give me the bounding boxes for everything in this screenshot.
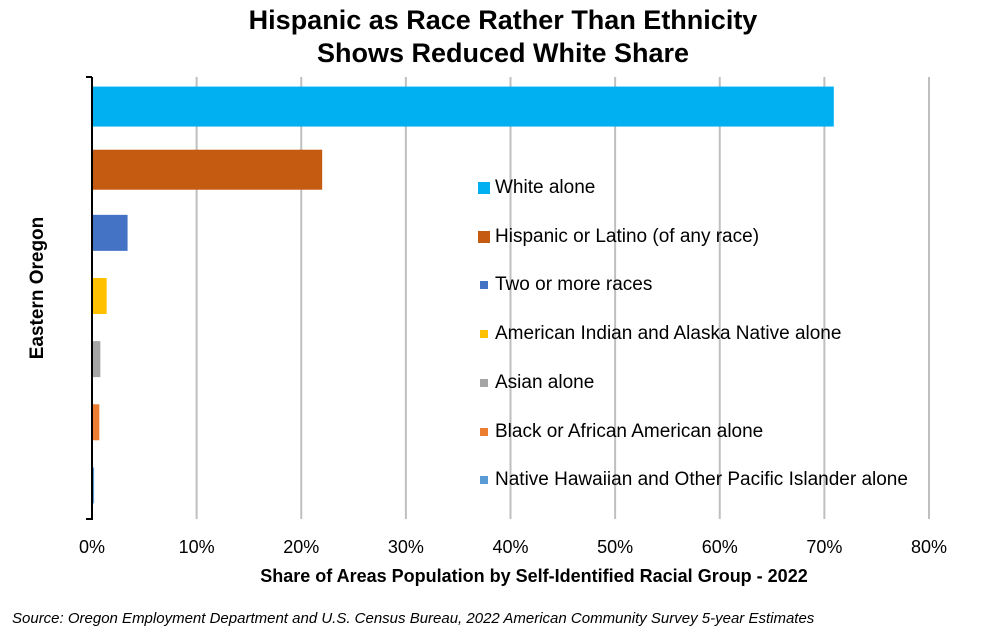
legend-label: Black or African American alone xyxy=(495,420,764,442)
bar-black-or-african-american-alone xyxy=(92,404,100,441)
legend-marker-icon xyxy=(478,230,490,243)
chart-title-line-2: Shows Reduced White Share xyxy=(316,38,690,68)
bar-white-alone xyxy=(92,86,834,127)
bar-two-or-more-races xyxy=(92,214,128,251)
bar-hispanic-or-latino-of-any-race xyxy=(92,149,323,190)
x-axis-label: Share of Areas Population by Self-Identi… xyxy=(260,566,808,586)
source-note: Source: Oregon Employment Department and… xyxy=(12,610,815,627)
x-tick-label: 50% xyxy=(597,537,633,557)
bar-native-hawaiian-and-other-pacific-islander-alone xyxy=(92,467,95,504)
legend-item: Native Hawaiian and Other Pacific Island… xyxy=(476,468,908,492)
legend-label: Asian alone xyxy=(495,371,595,393)
chart-title: Hispanic as Race Rather Than Ethnicity S… xyxy=(0,4,1000,70)
x-tick-label: 0% xyxy=(79,537,105,557)
legend-item: Two or more races xyxy=(476,273,652,297)
bar-american-indian-and-alaska-native-alone xyxy=(92,278,107,314)
gridlines xyxy=(195,77,930,519)
legend-item: Asian alone xyxy=(476,371,594,395)
legend-item: Hispanic or Latino (of any race) xyxy=(476,225,759,249)
legend-marker-icon xyxy=(478,182,490,194)
legend-label: Two or more races xyxy=(495,274,653,296)
legend-label: Hispanic or Latino (of any race) xyxy=(495,225,760,247)
x-tick-label: 70% xyxy=(806,537,842,557)
bars xyxy=(92,86,834,504)
legend-item: White alone xyxy=(476,176,595,200)
legend-label: Native Hawaiian and Other Pacific Island… xyxy=(495,469,908,491)
x-tick-label: 40% xyxy=(492,537,528,557)
legend-label: American Indian and Alaska Native alone xyxy=(495,323,842,345)
legend-item: American Indian and Alaska Native alone xyxy=(476,322,841,346)
x-tick-label: 80% xyxy=(911,537,947,557)
legend-item: Black or African American alone xyxy=(476,420,763,444)
x-tick-label: 30% xyxy=(388,537,424,557)
legend-marker-icon xyxy=(480,330,488,339)
legend-marker-icon xyxy=(480,281,488,290)
chart-title-line-1: Hispanic as Race Rather Than Ethnicity xyxy=(248,5,758,35)
x-tick-label: 60% xyxy=(702,537,738,557)
y-axis xyxy=(86,76,93,520)
x-tick-label: 20% xyxy=(283,537,319,557)
legend-marker-icon xyxy=(480,476,488,485)
bar-asian-alone xyxy=(92,341,101,378)
legend-label: White alone xyxy=(495,177,596,198)
legend-marker-icon xyxy=(480,378,488,387)
legend-marker-icon xyxy=(480,427,488,436)
x-tick-labels: 0% 10% 20% 30% 40% 50% 60% 70% 80% xyxy=(79,537,947,557)
x-tick-label: 10% xyxy=(179,537,215,557)
